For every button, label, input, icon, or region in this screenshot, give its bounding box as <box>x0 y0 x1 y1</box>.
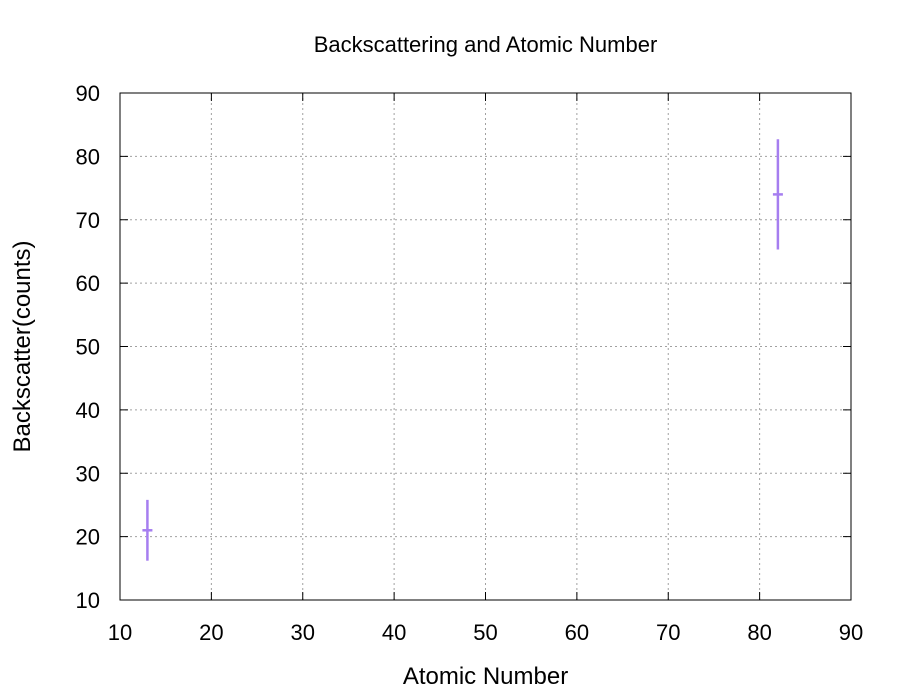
x-tick-label: 20 <box>199 620 223 645</box>
x-tick-label: 50 <box>473 620 497 645</box>
y-tick-label: 80 <box>76 144 100 169</box>
y-tick-label: 30 <box>76 461 100 486</box>
x-tick-label: 40 <box>382 620 406 645</box>
tick-marks <box>119 92 852 601</box>
y-tick-label: 60 <box>76 271 100 296</box>
y-axis-title: Backscatter(counts) <box>9 240 36 452</box>
y-tick-label: 50 <box>76 335 100 360</box>
grid-lines <box>120 93 851 600</box>
x-tick-label: 60 <box>565 620 589 645</box>
y-tick-label: 70 <box>76 208 100 233</box>
data-point <box>772 139 783 250</box>
y-tick-label: 10 <box>76 588 100 613</box>
x-tick-label: 90 <box>839 620 863 645</box>
y-tick-label: 40 <box>76 398 100 423</box>
chart-title: Backscattering and Atomic Number <box>314 32 658 57</box>
x-axis-title: Atomic Number <box>403 663 568 690</box>
x-tick-label: 70 <box>656 620 680 645</box>
x-tick-label: 80 <box>747 620 771 645</box>
data-points <box>142 139 783 561</box>
y-tick-label: 20 <box>76 525 100 550</box>
y-tick-labels: 10 20 30 40 50 60 70 80 90 <box>76 81 100 613</box>
data-point <box>142 499 153 561</box>
x-tick-label: 30 <box>291 620 315 645</box>
x-tick-labels: 10 20 30 40 50 60 70 80 90 <box>108 620 863 645</box>
x-tick-label: 10 <box>108 620 132 645</box>
y-tick-label: 90 <box>76 81 100 106</box>
